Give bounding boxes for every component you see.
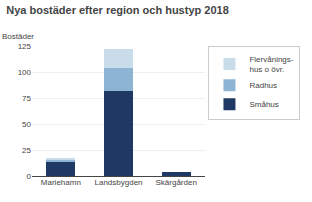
svg-text:Radhus: Radhus (249, 81, 277, 90)
svg-text:Skärgården: Skärgården (155, 178, 196, 187)
svg-text:Mariehamn: Mariehamn (41, 178, 81, 187)
svg-text:Småhus: Småhus (249, 100, 278, 109)
svg-text:Landsbygden: Landsbygden (94, 178, 142, 187)
svg-text:25: 25 (22, 146, 31, 155)
svg-text:Nya bostäder efter region och: Nya bostäder efter region och hustyp 201… (6, 4, 229, 16)
svg-text:50: 50 (22, 120, 31, 129)
svg-text:0: 0 (27, 172, 32, 181)
svg-text:100: 100 (18, 68, 32, 77)
svg-text:125: 125 (18, 42, 32, 51)
svg-text:Flervånings-hus o övr.: Flervånings-hus o övr. (249, 55, 293, 74)
svg-text:Bostäder: Bostäder (2, 32, 34, 41)
svg-text:75: 75 (22, 94, 31, 103)
